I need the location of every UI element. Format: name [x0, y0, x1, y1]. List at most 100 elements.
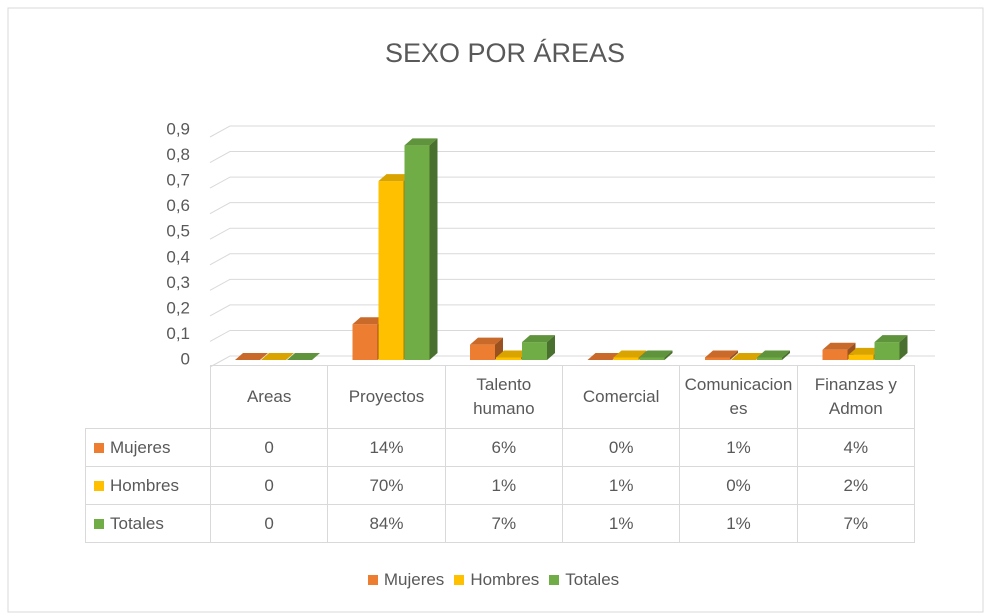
bar [874, 335, 908, 360]
y-tick-label: 0,8 [166, 145, 190, 164]
bar-top [522, 335, 555, 343]
bar [639, 350, 673, 360]
bar-side [664, 350, 673, 360]
bar-front [470, 344, 495, 360]
bar [470, 337, 503, 360]
grid-line [209, 355, 935, 368]
chart-title: SEXO POR ÁREAS [385, 38, 625, 68]
table-row: Totales 0 84% 7% 1% 1% 7% [85, 504, 916, 543]
bar-top [496, 350, 529, 358]
legend-label: Totales [565, 570, 620, 589]
legend-label: Mujeres [383, 570, 445, 589]
bar-top [470, 337, 503, 345]
bar-top [613, 350, 647, 358]
chart-border [7, 7, 984, 613]
bar-front [378, 181, 404, 360]
bar-front [522, 342, 547, 360]
data-label: 0% [561, 428, 681, 467]
table-row: Hombres 0 70% 1% 1% 0% 2% [85, 466, 916, 505]
legend-marker [367, 575, 378, 585]
bar-top [261, 353, 294, 360]
legend-item: Totales [549, 570, 619, 589]
grid-line [209, 253, 935, 266]
x-tick-label: Finanzas y Admon [796, 365, 916, 429]
legend-key [94, 518, 104, 529]
grid-line [209, 151, 935, 163]
bar-front [848, 354, 874, 360]
bar [757, 350, 790, 360]
grid-line [209, 304, 935, 317]
row-header: Mujeres [85, 428, 211, 467]
y-tick-label: 0,3 [166, 273, 190, 292]
data-table: Areas Proyectos Talento humano Comercial Com… [85, 365, 916, 543]
bar [287, 353, 320, 360]
bar-top [822, 342, 856, 350]
bar-side [730, 350, 738, 360]
grid-line [209, 278, 935, 291]
row-name: Totales [110, 513, 164, 533]
legend-marker [454, 575, 465, 585]
y-tick-label: 0,7 [166, 171, 190, 190]
y-tick-label: 0,9 [166, 119, 190, 138]
data-label: 2% [796, 466, 916, 505]
data-label: 7% [444, 504, 563, 543]
data-label: 1% [561, 504, 681, 543]
bar-front [705, 357, 730, 360]
bar-side [429, 138, 438, 360]
x-tick-label: Areas [209, 365, 329, 429]
grid-line [209, 176, 935, 189]
data-label: 14% [327, 428, 446, 467]
grid-line [209, 227, 935, 240]
table-header: Areas Proyectos Talento humano Comercial Com… [85, 365, 916, 429]
data-label: 1% [679, 504, 798, 543]
x-tick-label: Proyectos [327, 365, 446, 429]
data-label: 7% [796, 504, 916, 543]
bar-front [352, 324, 378, 360]
bar-side [782, 350, 790, 360]
bar-top [874, 335, 908, 343]
row-header: Hombres [85, 466, 211, 505]
bar-front [822, 349, 848, 360]
data-label: 0 [209, 428, 329, 467]
data-label: 84% [327, 504, 446, 543]
bar-top [404, 138, 438, 146]
bar-top [731, 353, 764, 360]
y-tick-label: 0,6 [166, 196, 190, 215]
bar [705, 350, 738, 360]
bar-front [874, 342, 900, 360]
corner [85, 365, 211, 429]
bar [235, 353, 268, 360]
y-tick-label: 0 [181, 349, 190, 368]
bar-front [757, 357, 782, 360]
bar-top [757, 350, 790, 358]
legend-key [94, 480, 104, 491]
data-label: 1% [444, 466, 563, 505]
x-tick-label: Talento humano [444, 365, 563, 429]
x-tick-label: Comercial [561, 365, 681, 429]
bar-front [404, 145, 430, 360]
bar-front [496, 357, 521, 360]
row-header: Totales [85, 504, 211, 543]
legend-item: Mujeres [367, 570, 445, 589]
bar-top [848, 347, 882, 355]
x-tick-label: Comunicaciones [679, 365, 798, 429]
y-tick-label: 0,5 [166, 222, 190, 241]
bar-top [705, 350, 738, 358]
bar [522, 335, 555, 360]
bar-front [613, 357, 639, 360]
legend-item: Hombres [454, 570, 539, 589]
y-tick-label: 0,1 [166, 324, 190, 343]
row-name: Mujeres [110, 437, 171, 457]
data-label: 70% [327, 466, 446, 505]
row-name: Hombres [110, 475, 179, 495]
bar-top [287, 353, 320, 360]
bar [261, 353, 294, 360]
legend-label: Hombres [470, 570, 540, 589]
data-label: 0% [679, 466, 798, 505]
bar [404, 138, 438, 360]
bar-top [587, 353, 621, 360]
bar [587, 353, 621, 360]
table-row: Mujeres 0 14% 6% 0% 1% 4% [85, 428, 916, 467]
data-label: 1% [561, 466, 681, 505]
